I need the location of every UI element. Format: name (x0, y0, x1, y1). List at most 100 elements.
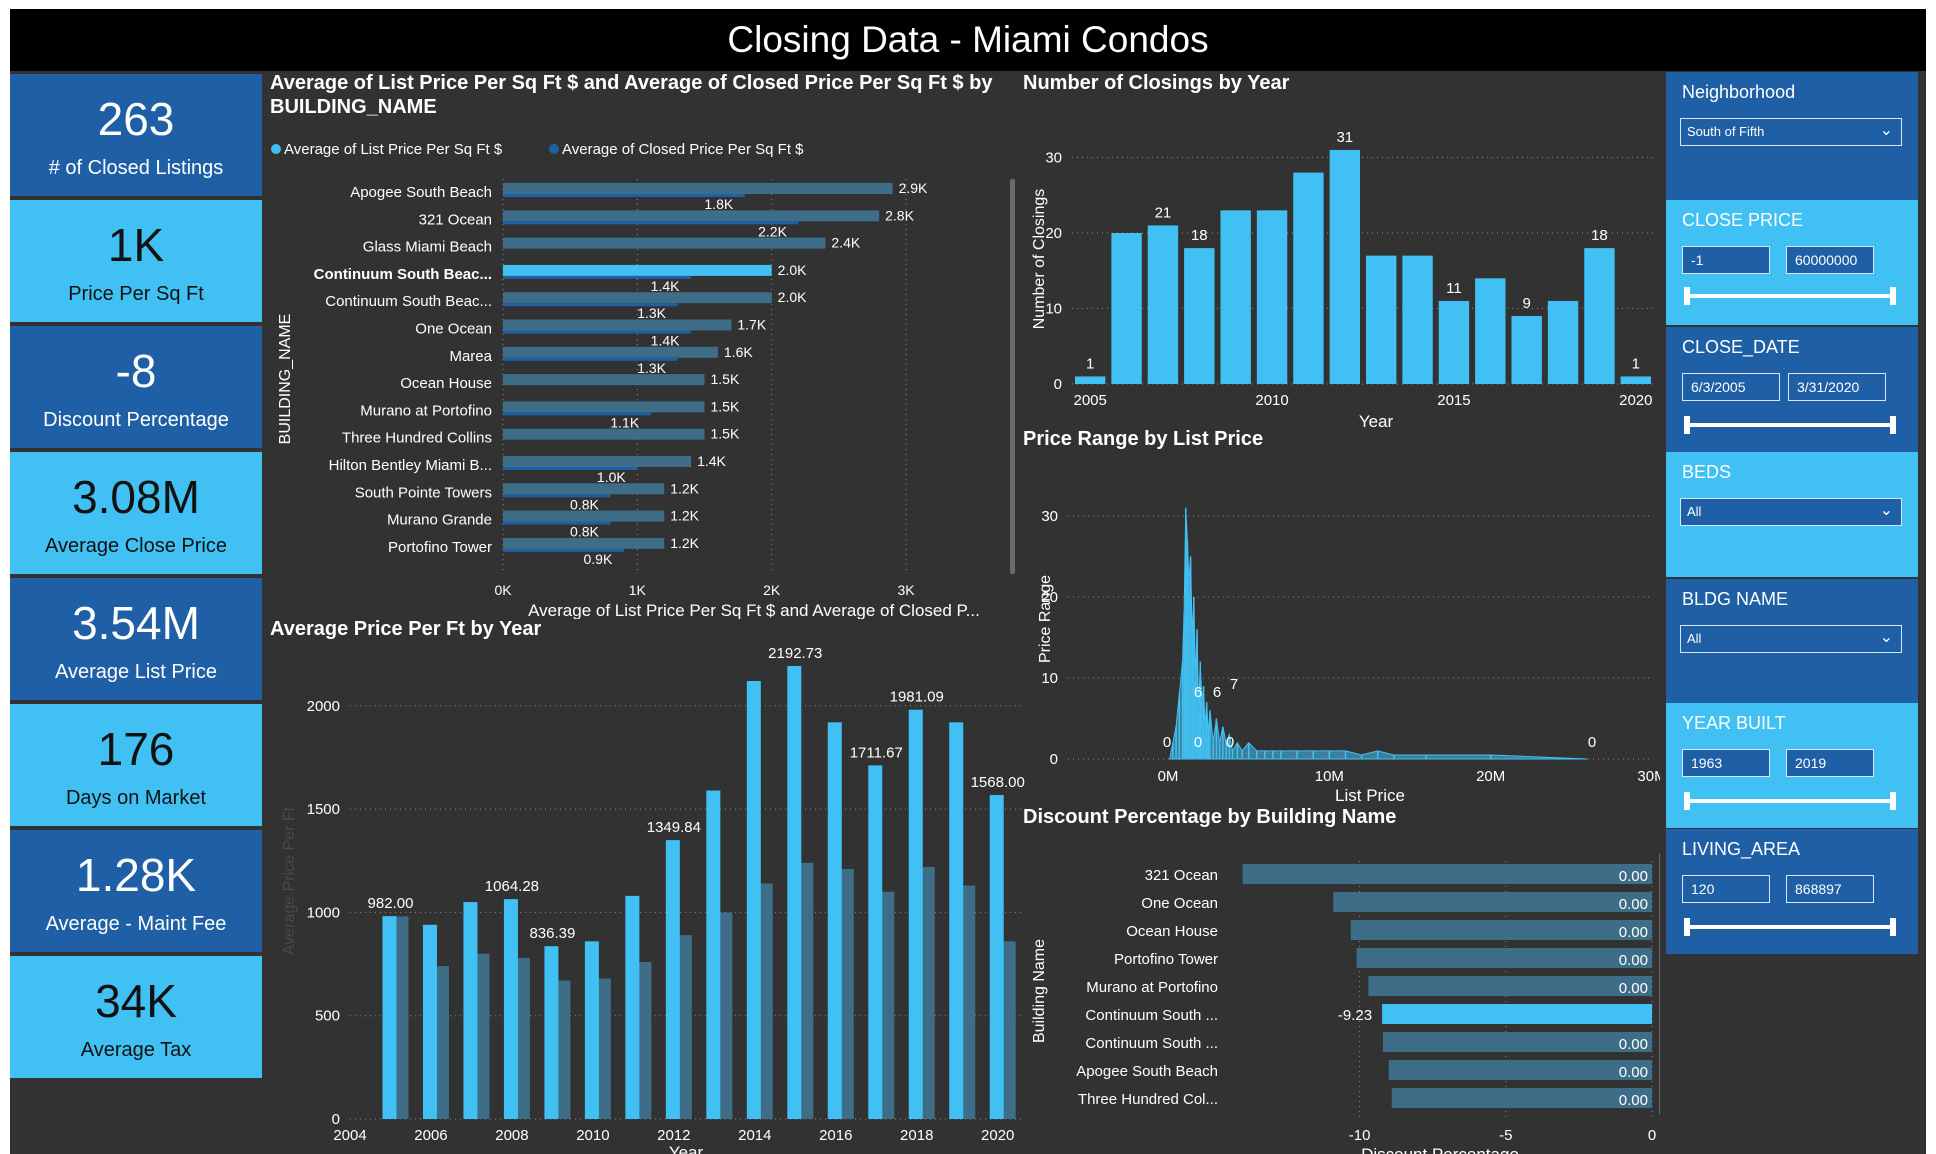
close-date-min-handle[interactable] (1684, 416, 1690, 434)
x-tick-label: 0K (494, 582, 512, 598)
slicer-title: CLOSE PRICE (1682, 210, 1804, 230)
bar-data-label: 0.00 (1619, 1036, 1648, 1053)
bar-light-series (787, 665, 802, 1119)
kpi-card-price-per-sqft[interactable]: 1K Price Per Sq Ft (10, 200, 262, 322)
y-category-label: Portofino Tower (1114, 951, 1218, 968)
year-built-min-input[interactable]: 1963 (1682, 749, 1770, 777)
x-tick-label: 20M (1476, 768, 1505, 785)
bar-dark-series (434, 966, 449, 1119)
year-built-max-handle[interactable] (1890, 792, 1896, 810)
beds-dropdown[interactable]: All ⌄ (1680, 498, 1902, 526)
y-category-label: Ocean House (400, 375, 492, 392)
x-axis-title: Discount Percentage (1361, 1145, 1519, 1154)
y-category-label: Glass Miami Beach (363, 239, 492, 256)
bar-data-label: 18 (1591, 227, 1608, 244)
kpi-card-discount-percentage[interactable]: -8 Discount Percentage (10, 326, 262, 448)
y-category-label: South Pointe Towers (355, 484, 492, 501)
list-vs-closed-bar-chart[interactable]: Average of List Price Per Sq Ft $ Average… (266, 119, 1026, 619)
discount-by-building-chart[interactable]: -10 -5 0 321 Ocean 0.00 One Ocean 0.00 Ocean Ho… (1020, 831, 1660, 1154)
kpi-card-average-close-price[interactable]: 3.08M Average Close Price (10, 452, 262, 574)
close-price-max-input[interactable]: 60000000 (1786, 246, 1874, 274)
kpi-card-average-maint-fee[interactable]: 1.28K Average - Maint Fee (10, 830, 262, 952)
living-area-min-handle[interactable] (1684, 918, 1690, 936)
kpi-card-closed-listings[interactable]: 263 # of Closed Listings (10, 74, 262, 196)
living-area-max-handle[interactable] (1890, 918, 1896, 936)
bar-list-price (503, 428, 705, 440)
slicer-title: BLDG NAME (1682, 589, 1789, 609)
kpi-label: Price Per Sq Ft (68, 283, 204, 305)
bldg-name-dropdown[interactable]: All ⌄ (1680, 625, 1902, 653)
bar-light-series (706, 790, 721, 1119)
slicer-bldg-name: BLDG NAME All ⌄ (1666, 579, 1918, 704)
bar-data-label: 0.9K (583, 551, 612, 567)
bar-closed-price (503, 467, 638, 470)
close-date-start-input[interactable]: 6/3/2005 (1682, 373, 1780, 401)
data-label: 0 (1226, 734, 1234, 751)
year-built-min-handle[interactable] (1684, 792, 1690, 810)
chevron-down-icon: ⌄ (1879, 502, 1893, 519)
bar-light-series (625, 895, 640, 1119)
y-tick-label: 2000 (307, 698, 340, 715)
closings-by-year-chart[interactable]: 0 10 20 30 1 21 18 31 11 9 18 1 2005 2010 2015 2020 Year… (1020, 109, 1660, 439)
closings-bar (1184, 248, 1215, 384)
data-label: 0 (1194, 734, 1202, 751)
closings-bar (1256, 210, 1288, 384)
kpi-card-days-on-market[interactable]: 176 Days on Market (10, 704, 262, 826)
bar-data-label: 1.2K (670, 508, 699, 524)
year-built-slider-track[interactable] (1684, 792, 1896, 810)
price-range-chart[interactable]: 01020300M10M20M30M0667000List PricePrice… (1020, 459, 1660, 804)
close-price-min-input[interactable]: -1 (1682, 246, 1770, 274)
close-price-slider-track[interactable] (1684, 287, 1896, 305)
bar-data-label: 1.4K (651, 333, 680, 349)
bar-light-series (544, 946, 559, 1119)
bar-data-label: 1568.00 (971, 774, 1025, 791)
x-tick-label: 2006 (414, 1127, 447, 1144)
bar-data-label: 0.00 (1619, 1064, 1648, 1081)
bar-light-series (868, 765, 883, 1119)
chart-title-closings-by-year: Number of Closings by Year (1023, 72, 1290, 94)
bar-dark-series (961, 885, 976, 1119)
closings-bar (1293, 172, 1324, 384)
y-category-label: Murano at Portofino (360, 402, 492, 419)
living-area-slider-track[interactable] (1684, 918, 1896, 936)
close-price-min-handle[interactable] (1684, 287, 1690, 305)
bar-light-series (665, 840, 680, 1119)
x-tick-label: -10 (1349, 1127, 1371, 1144)
scrollbar (1659, 853, 1660, 1115)
bar-data-label: 2.0K (778, 289, 807, 305)
bar-data-label: 0.00 (1619, 868, 1648, 885)
bar-dark-series (515, 957, 530, 1119)
closings-bar (1220, 210, 1251, 384)
close-date-slider-track[interactable] (1684, 416, 1896, 434)
x-axis-title: Year (1359, 412, 1394, 431)
bar-data-label: 9 (1523, 295, 1531, 312)
bar-closed-price (503, 357, 678, 361)
y-category-label: Three Hundred Col... (1078, 1091, 1218, 1108)
y-category-label: Continuum South ... (1085, 1007, 1218, 1024)
kpi-card-average-list-price[interactable]: 3.54M Average List Price (10, 578, 262, 700)
kpi-label: Average Tax (80, 1039, 192, 1061)
x-tick-label: 2015 (1437, 392, 1470, 409)
living-area-min-input[interactable]: 120 (1682, 875, 1770, 903)
bar-data-label: 1.2K (670, 480, 699, 496)
slicer-living-area: LIVING_AREA 120 868897 (1666, 829, 1918, 954)
bar-dark-series (394, 916, 409, 1119)
bar-data-label: 2192.73 (768, 645, 822, 662)
neighborhood-dropdown[interactable]: South of Fifth ⌄ (1680, 118, 1902, 146)
bar-data-label: 2.8K (885, 207, 914, 223)
kpi-card-average-tax[interactable]: 34K Average Tax (10, 956, 262, 1078)
closings-bar (1584, 248, 1615, 384)
dropdown-value: All (1687, 631, 1702, 646)
kpi-value: -8 (115, 345, 157, 397)
bar-data-label: 0.00 (1619, 896, 1648, 913)
discount-bar (1382, 1032, 1652, 1052)
discount-bar (1333, 892, 1652, 912)
close-date-end-input[interactable]: 3/31/2020 (1788, 373, 1886, 401)
year-built-max-input[interactable]: 2019 (1786, 749, 1874, 777)
close-date-max-handle[interactable] (1890, 416, 1896, 434)
living-area-max-input[interactable]: 868897 (1786, 875, 1874, 903)
avg-price-by-year-chart[interactable]: 0 500 1000 1500 2000 982.00 1064.28 836.39 1349.… (266, 641, 1026, 1154)
close-price-max-handle[interactable] (1890, 287, 1896, 305)
kpi-label: Average - Maint Fee (45, 913, 227, 935)
bar-data-label: 18 (1191, 227, 1208, 244)
